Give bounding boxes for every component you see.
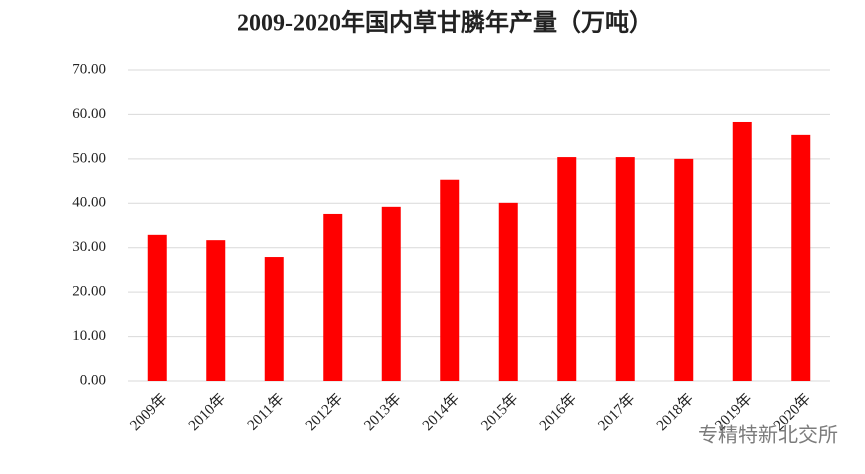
- bar: [791, 134, 811, 381]
- y-tick-label: 0.00: [80, 372, 106, 388]
- bar: [264, 257, 284, 381]
- x-tick-label: 2014年: [419, 390, 463, 434]
- bar: [147, 234, 167, 381]
- bar: [498, 202, 518, 381]
- bar: [674, 158, 694, 381]
- y-tick-label: 70.00: [72, 61, 106, 77]
- y-tick-label: 20.00: [72, 284, 106, 300]
- x-tick-label: 2010年: [185, 390, 229, 434]
- x-tick-label: 2012年: [302, 390, 346, 434]
- bar: [615, 157, 635, 381]
- bar: [557, 157, 577, 381]
- y-tick-label: 40.00: [72, 195, 106, 211]
- y-tick-label: 60.00: [72, 106, 106, 122]
- x-tick-label: 2017年: [595, 390, 639, 434]
- x-tick-label: 2011年: [244, 390, 287, 433]
- x-tick-label: 2018年: [653, 390, 697, 434]
- y-tick-label: 10.00: [72, 328, 106, 344]
- x-tick-label: 2016年: [536, 390, 580, 434]
- x-tick-label: 2015年: [478, 390, 522, 434]
- x-tick-label: 2009年: [127, 390, 171, 434]
- y-tick-label: 50.00: [72, 150, 106, 166]
- bar: [323, 213, 343, 381]
- bar: [440, 179, 460, 381]
- bar: [732, 121, 752, 381]
- chart-title: 2009-2020年国内草甘膦年产量（万吨）: [237, 9, 653, 37]
- bar: [381, 206, 401, 381]
- bar: [206, 240, 226, 381]
- x-tick-label: 2013年: [361, 390, 405, 434]
- y-tick-label: 30.00: [72, 239, 106, 255]
- watermark: 专精特新北交所: [698, 423, 838, 447]
